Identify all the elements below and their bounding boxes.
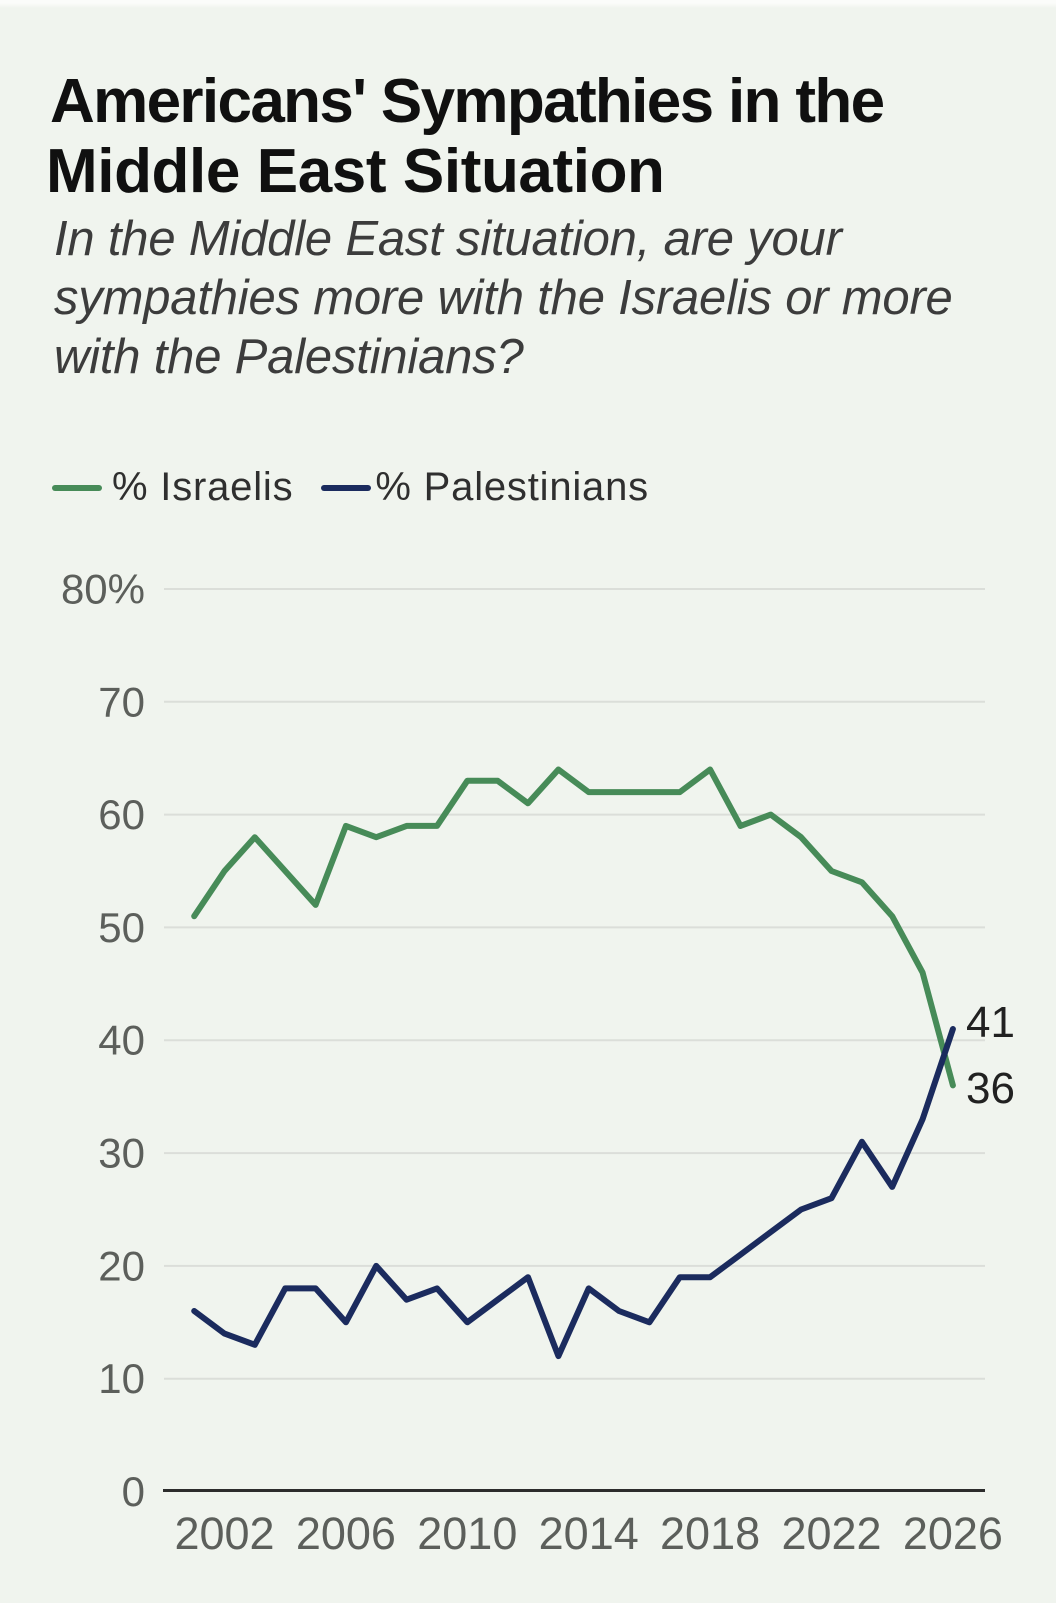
svg-text:20: 20	[98, 1242, 145, 1289]
svg-text:2006: 2006	[296, 1508, 396, 1559]
svg-text:30: 30	[98, 1130, 145, 1177]
svg-text:2014: 2014	[539, 1508, 639, 1559]
svg-text:2026: 2026	[903, 1508, 1003, 1559]
svg-text:60: 60	[98, 791, 145, 838]
svg-text:80%: 80%	[61, 566, 145, 613]
svg-text:36: 36	[966, 1064, 1015, 1113]
svg-text:2018: 2018	[660, 1508, 760, 1559]
svg-text:2022: 2022	[781, 1508, 881, 1559]
svg-text:70: 70	[98, 678, 145, 725]
svg-text:2002: 2002	[174, 1508, 274, 1559]
svg-text:41: 41	[966, 998, 1015, 1047]
svg-text:0: 0	[122, 1468, 145, 1515]
svg-text:40: 40	[98, 1017, 145, 1064]
svg-text:2010: 2010	[417, 1508, 517, 1559]
svg-text:50: 50	[98, 904, 145, 951]
svg-text:10: 10	[98, 1355, 145, 1402]
